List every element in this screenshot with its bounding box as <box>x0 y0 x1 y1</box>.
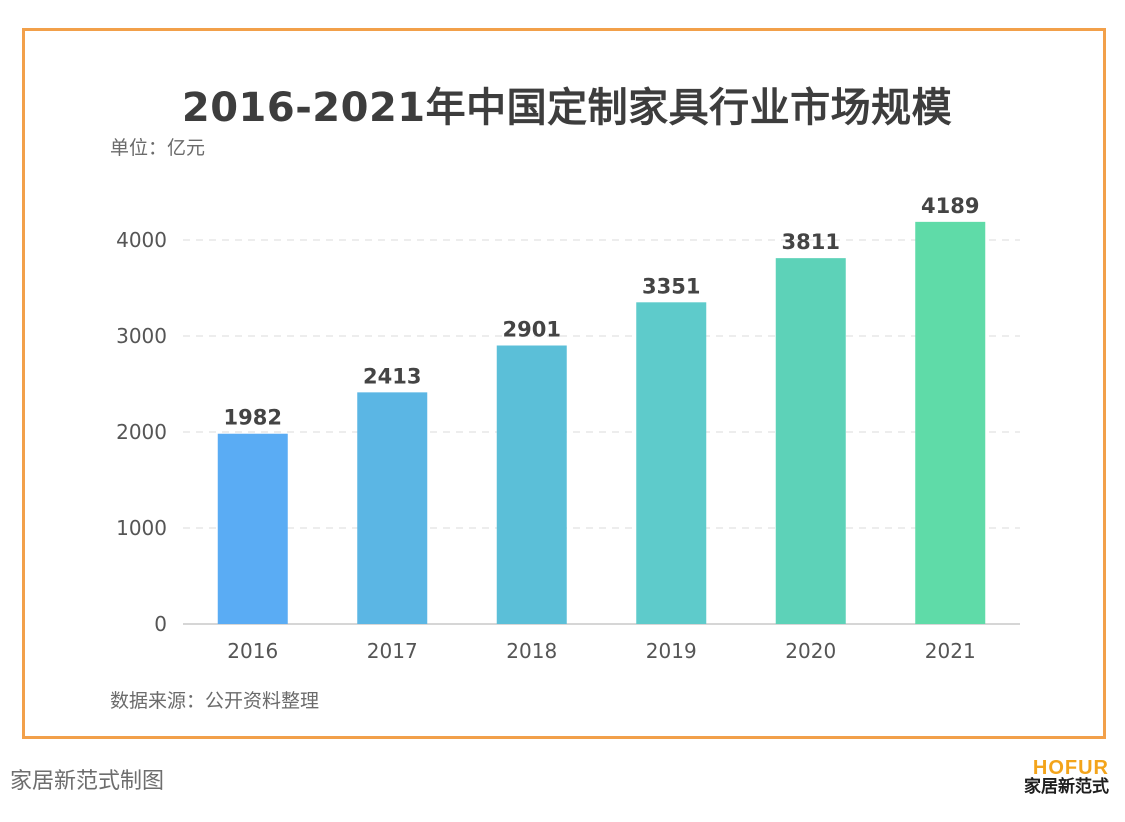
data-label: 3351 <box>642 274 700 298</box>
brand-name-en: HOFUR <box>1032 757 1109 779</box>
data-label: 1982 <box>224 406 282 430</box>
x-tick-label: 2018 <box>506 639 557 663</box>
bar <box>496 345 567 624</box>
y-tick-label: 4000 <box>116 228 167 252</box>
brand-name-cn: 家居新范式 <box>1024 777 1109 797</box>
chart-frame: 2016-2021年中国定制家具行业市场规模 单位：亿元 0 1000 2000 30… <box>22 28 1106 739</box>
chart-title: 2016-2021年中国定制家具行业市场规模 <box>181 85 953 131</box>
data-label: 2901 <box>503 318 561 342</box>
bar-chart: 0 1000 2000 3000 4000 1982 2016 2413 2017 2901 201… <box>116 194 1020 663</box>
x-tick-label: 2017 <box>367 639 418 663</box>
x-tick-label: 2021 <box>925 639 976 663</box>
brand-logo: HOFUR 家居新范式 <box>1024 758 1109 797</box>
x-tick-label: 2016 <box>227 639 278 663</box>
x-tick-label: 2019 <box>646 639 697 663</box>
bar <box>217 433 288 624</box>
bar <box>357 392 428 624</box>
y-tick-label: 3000 <box>116 324 167 348</box>
footer-credit: 家居新范式制图 <box>10 769 165 794</box>
y-tick-label: 0 <box>154 612 167 636</box>
data-label: 4189 <box>921 194 979 218</box>
data-label: 3811 <box>782 230 840 254</box>
bar <box>775 258 846 624</box>
unit-label: 单位：亿元 <box>110 137 206 159</box>
bar <box>915 221 986 624</box>
source-label: 数据来源：公开资料整理 <box>110 690 320 712</box>
bar <box>636 302 707 624</box>
y-tick-label: 2000 <box>116 420 167 444</box>
y-tick-label: 1000 <box>116 516 167 540</box>
x-tick-label: 2020 <box>785 639 836 663</box>
data-label: 2413 <box>363 364 421 388</box>
